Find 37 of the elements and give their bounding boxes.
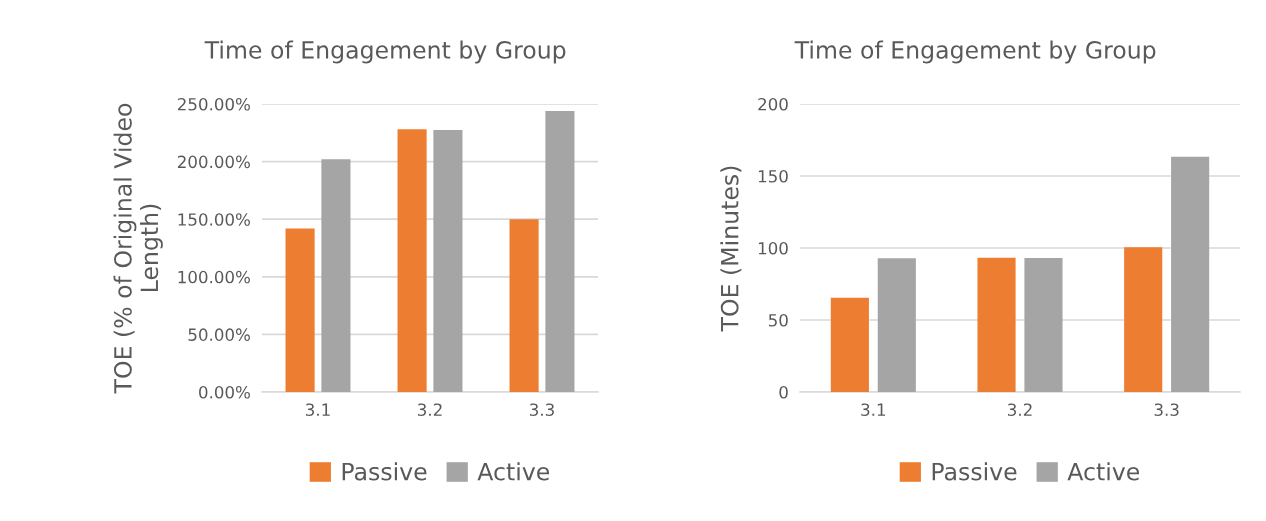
legend-label: Passive (932, 462, 1017, 481)
bar (1024, 258, 1063, 392)
legend-label: Active (477, 462, 550, 481)
y-tick-label: 150 (758, 169, 788, 183)
bar (545, 110, 575, 392)
y-tick-label: 150.00% (178, 213, 250, 226)
y-tick-label: 0 (779, 385, 788, 399)
bar (509, 219, 539, 392)
chart-title: Time of Engagement by Group (204, 40, 566, 64)
y-axis-title: TOE (% of Original Video Length) (113, 103, 163, 394)
bar (1124, 247, 1163, 392)
bar (1171, 156, 1210, 392)
bar (397, 129, 427, 392)
x-tick-label: 3.1 (861, 403, 886, 417)
y-tick-label: 0.00% (199, 385, 250, 399)
bar (830, 297, 869, 392)
y-tick-label: 100.00% (178, 270, 250, 284)
y-tick-label: 50 (768, 313, 788, 327)
y-tick-label: 100 (758, 241, 788, 255)
bar (877, 258, 916, 392)
y-tick-label: 250.00% (177, 97, 250, 111)
chart-title: Time of Engagement by Group (794, 40, 1156, 64)
bar (285, 228, 315, 392)
y-tick-label: 200.00% (177, 155, 250, 169)
bar (433, 129, 463, 392)
x-tick-label: 3.2 (418, 403, 442, 417)
y-tick-label: 200 (758, 97, 788, 111)
y-tick-label: 50.00% (188, 328, 250, 341)
x-tick-label: 3.1 (306, 403, 330, 417)
bar (977, 257, 1016, 392)
legend-label: Active (1067, 462, 1140, 481)
y-axis-title: TOE (Minutes) (720, 166, 742, 332)
x-tick-label: 3.3 (530, 403, 554, 417)
bar (321, 159, 351, 392)
x-tick-label: 3.2 (1008, 403, 1032, 417)
legend-label: Passive (342, 462, 427, 481)
x-tick-label: 3.3 (1154, 403, 1179, 417)
